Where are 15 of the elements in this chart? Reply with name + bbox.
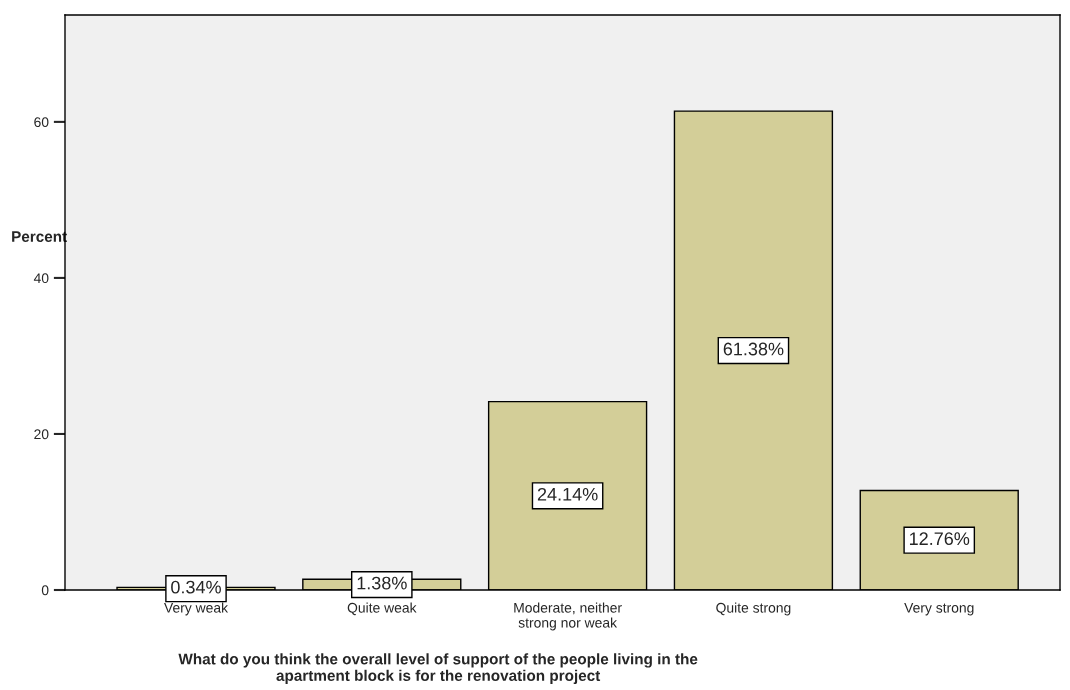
data-label: 12.76%: [909, 532, 970, 546]
x-tick-label: Moderate, neither strong nor weak: [514, 602, 622, 631]
x-tick-label: Very weak: [164, 602, 229, 616]
data-label: 0.34%: [171, 580, 221, 594]
y-tick-label: 40: [33, 273, 49, 284]
data-label: 24.14%: [537, 487, 598, 501]
data-label: 1.38%: [357, 576, 407, 590]
y-tick-label: 20: [34, 429, 49, 440]
data-label: 61.38%: [723, 342, 784, 356]
y-tick-label: 0: [41, 585, 49, 596]
y-tick-label: 60: [34, 117, 49, 128]
x-tick-label: Quite weak: [347, 602, 417, 616]
x-tick-label: Quite strong: [716, 602, 791, 616]
x-tick-label: Very strong: [904, 603, 974, 616]
x-axis-title: What do you think the overall level of support of the people living in the apartment block is for the renovation project: [178, 653, 698, 685]
